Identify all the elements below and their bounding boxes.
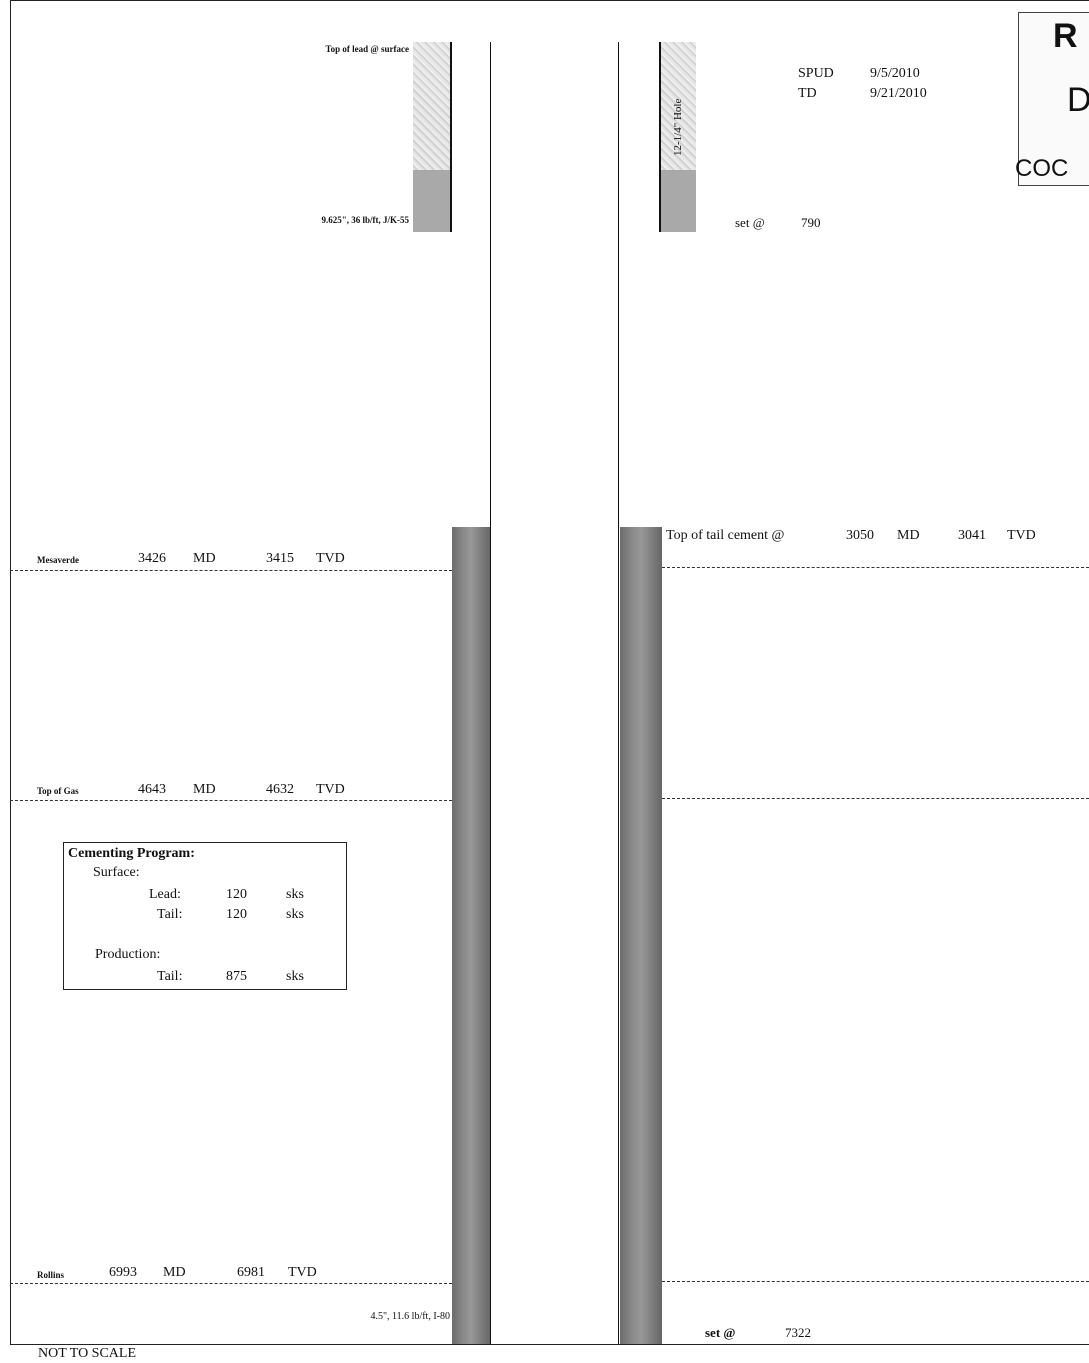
production-casing-label: 4.5", 11.6 lb/ft, I-80 (370, 1311, 450, 1322)
formation-tvd: 3415 (266, 551, 294, 566)
lead-unit: sks (286, 887, 304, 902)
formation-tvd: 6981 (237, 1265, 265, 1280)
formation-tvd-unit: TVD (316, 782, 345, 797)
formation-line-left (10, 800, 452, 801)
top-of-lead-label: Top of lead @ surface (325, 44, 409, 54)
production-set-depth: 7322 (785, 1325, 811, 1340)
page-frame-left (10, 0, 11, 1344)
formation-md: 4643 (138, 782, 166, 797)
surface-set-label: set @ (735, 215, 765, 230)
formation-line-left (10, 570, 452, 571)
formation-tvd-unit: TVD (288, 1265, 317, 1280)
tail-cement-label: Top of tail cement @ (666, 528, 785, 543)
wellbore-right-wall (618, 42, 619, 1344)
page-frame-top (10, 0, 1089, 1)
page-frame-bottom (10, 1344, 1089, 1345)
td-label: TD (798, 86, 817, 101)
tail-value: 120 (226, 907, 247, 922)
formation-name: Top of Gas (37, 786, 79, 796)
formation-md: 3426 (138, 551, 166, 566)
formation-name: Rollins (37, 1270, 65, 1280)
approval-stamp: R D COC (1015, 12, 1089, 186)
cementing-title-a: Cementing (68, 846, 134, 861)
tail-cement-md-unit: MD (897, 528, 920, 543)
stamp-line-3: COC (1015, 155, 1069, 182)
cementing-title-b: Program: (136, 846, 195, 861)
formation-line-right (662, 567, 1089, 568)
production-set-label: set @ (705, 1325, 736, 1340)
surface-lead-cement-left (413, 42, 450, 170)
formation-line-right (662, 798, 1089, 799)
formation-md: 6993 (109, 1265, 137, 1280)
surface-lead-cement-right (661, 42, 696, 170)
production-cement-right (620, 527, 662, 1344)
wellbore-left-wall (490, 42, 491, 1344)
formation-md-unit: MD (163, 1265, 186, 1280)
tail-cement-tvd-unit: TVD (1007, 528, 1036, 543)
surface-tail-cement-left (413, 170, 450, 232)
stamp-line-2: D (1067, 81, 1089, 119)
cementing-title: Cementing Program: (68, 846, 195, 862)
tail-label: Tail: (157, 907, 183, 922)
production-tail-unit: sks (286, 969, 304, 984)
lead-value: 120 (226, 887, 247, 902)
formation-tvd: 4632 (266, 782, 294, 797)
production-tail-label: Tail: (157, 969, 183, 984)
surface-tail-cement-right (661, 170, 696, 232)
production-tail-value: 875 (226, 969, 247, 984)
formation-md-unit: MD (193, 551, 216, 566)
surface-section-label: Surface: (93, 865, 140, 880)
formation-name: Mesaverde (37, 555, 79, 565)
lead-label: Lead: (149, 887, 181, 902)
surface-set-depth: 790 (801, 215, 821, 230)
tail-cement-md: 3050 (846, 528, 874, 543)
spud-label: SPUD (798, 66, 834, 81)
tail-unit: sks (286, 907, 304, 922)
formation-line-right (662, 1281, 1089, 1282)
stamp-line-1: R (1053, 17, 1078, 55)
production-cement-left (452, 527, 490, 1344)
surface-casing-left (450, 42, 452, 232)
formation-tvd-unit: TVD (316, 551, 345, 566)
surface-casing-label: 9.625", 36 lb/ft, J/K-55 (321, 215, 410, 225)
surface-casing-right (659, 42, 661, 232)
tail-cement-tvd: 3041 (958, 528, 986, 543)
spud-date: 9/5/2010 (870, 66, 920, 81)
production-section-label: Production: (95, 947, 161, 962)
formation-md-unit: MD (193, 782, 216, 797)
not-to-scale-note: NOT TO SCALE (38, 1346, 137, 1361)
hole-size-label: 12-1/4" Hole (672, 98, 684, 156)
formation-line-left (10, 1283, 452, 1284)
cementing-program-box: Cementing Program: Surface: Lead: 120 sk… (63, 842, 347, 990)
td-date: 9/21/2010 (870, 86, 927, 101)
